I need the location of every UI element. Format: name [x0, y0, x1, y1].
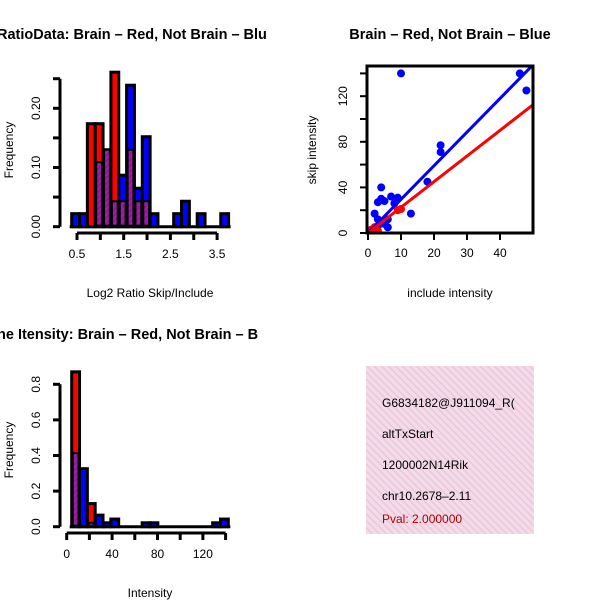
histogram-bar-not-brain [195, 212, 207, 229]
plot-frame [365, 64, 535, 235]
x-tick-label: 3.5 [209, 247, 226, 261]
scatter-point-not-brain [436, 141, 445, 150]
x-tick-label: 2.5 [162, 247, 179, 261]
y-tick-label: 0.00 [29, 215, 43, 239]
scatter-point-not-brain [387, 192, 396, 201]
y-tick-label: 0.6 [29, 411, 43, 428]
intensity-histogram-xlabel: Intensity [128, 586, 173, 600]
histogram-bar-not-brain [219, 212, 231, 229]
histogram-bar-overlap [104, 149, 110, 226]
y-tick-label: 0.4 [29, 447, 43, 464]
x-tick-label: 10 [394, 246, 408, 260]
scatter-point-not-brain [380, 197, 389, 206]
histogram-bar-overlap [72, 452, 79, 526]
intensity-scatter-title: Brain – Red, Not Brain – Blue [349, 27, 550, 43]
ratio-histogram-title: RatioData: Brain – Red, Not Brain – Blu [0, 27, 267, 43]
histogram-bar-overlap [96, 161, 103, 226]
histogram-bar-overlap [119, 200, 126, 226]
y-tick-label: 120 [336, 86, 350, 106]
intensity-scatter-ylabel: skip intensity [305, 116, 319, 185]
histogram-bar-not-brain [148, 212, 160, 229]
x-tick-label: 40 [105, 547, 119, 561]
x-tick-label: 40 [493, 246, 507, 260]
histogram-bar-not-brain [180, 199, 191, 229]
x-tick-label: 0 [63, 547, 70, 561]
scatter-point-not-brain [377, 183, 386, 192]
info-box: G6834182@J911094_R( altTxStart 1200002N1… [366, 366, 534, 534]
info-event-type: altTxStart [382, 427, 434, 441]
intensity-histogram-title: ne Itensity: Brain – Red, Not Brain – B [0, 327, 258, 343]
x-tick-label: 120 [193, 547, 213, 561]
plot-area [367, 66, 533, 233]
ratio-histogram-xlabel: Log2 Ratio Skip/Include [87, 286, 214, 300]
scatter-point-not-brain [383, 223, 392, 232]
fit-line-brain [367, 102, 533, 233]
x-tick-label: 0 [365, 246, 372, 260]
x-tick-label: 0.5 [69, 247, 86, 261]
intensity-scatter-xlabel: include intensity [407, 286, 492, 300]
y-tick-label: 0.8 [29, 376, 43, 393]
y-tick-label: 0.2 [29, 482, 43, 499]
y-tick-label: 80 [336, 135, 350, 149]
info-locus: chr10.2678–2.11 [382, 489, 472, 503]
y-tick-label: 0.0 [29, 518, 43, 535]
scatter-point-not-brain [397, 69, 405, 78]
scatter-point-not-brain [436, 148, 445, 157]
x-tick-label: 1.5 [115, 247, 132, 261]
x-tick-label: 30 [460, 246, 474, 260]
ratio-histogram-panel: RatioData: Brain – Red, Not Brain – Blu … [0, 27, 267, 300]
fit-line-not-brain [367, 66, 533, 233]
y-tick-label: 0.20 [29, 96, 43, 120]
scatter-point-not-brain [406, 209, 415, 218]
y-tick-label: 0.10 [29, 155, 43, 179]
scatter-point-not-brain [373, 198, 382, 207]
histogram-bar-overlap [143, 200, 150, 226]
ratio-histogram-ylabel: Frequency [2, 122, 16, 179]
y-tick-label: 0 [336, 229, 350, 236]
info-event-id: G6834182@J911094_R( [382, 396, 515, 410]
x-tick-label: 20 [427, 246, 441, 260]
histogram-bar-overlap [135, 200, 142, 226]
y-tick-label: 40 [336, 180, 350, 194]
info-pval: Pval: 2.000000 [382, 512, 462, 526]
x-tick-label: 80 [151, 547, 165, 561]
intensity-scatter-panel: Brain – Red, Not Brain – Blue include in… [305, 27, 551, 300]
scatter-point-not-brain [522, 86, 531, 95]
histogram-bar-overlap [127, 149, 134, 226]
histogram-bar-overlap [111, 200, 118, 226]
info-gene-name: 1200002N14Rik [382, 458, 469, 472]
intensity-histogram-panel: ne Itensity: Brain – Red, Not Brain – B … [0, 327, 258, 600]
intensity-histogram-ylabel: Frequency [2, 422, 16, 479]
